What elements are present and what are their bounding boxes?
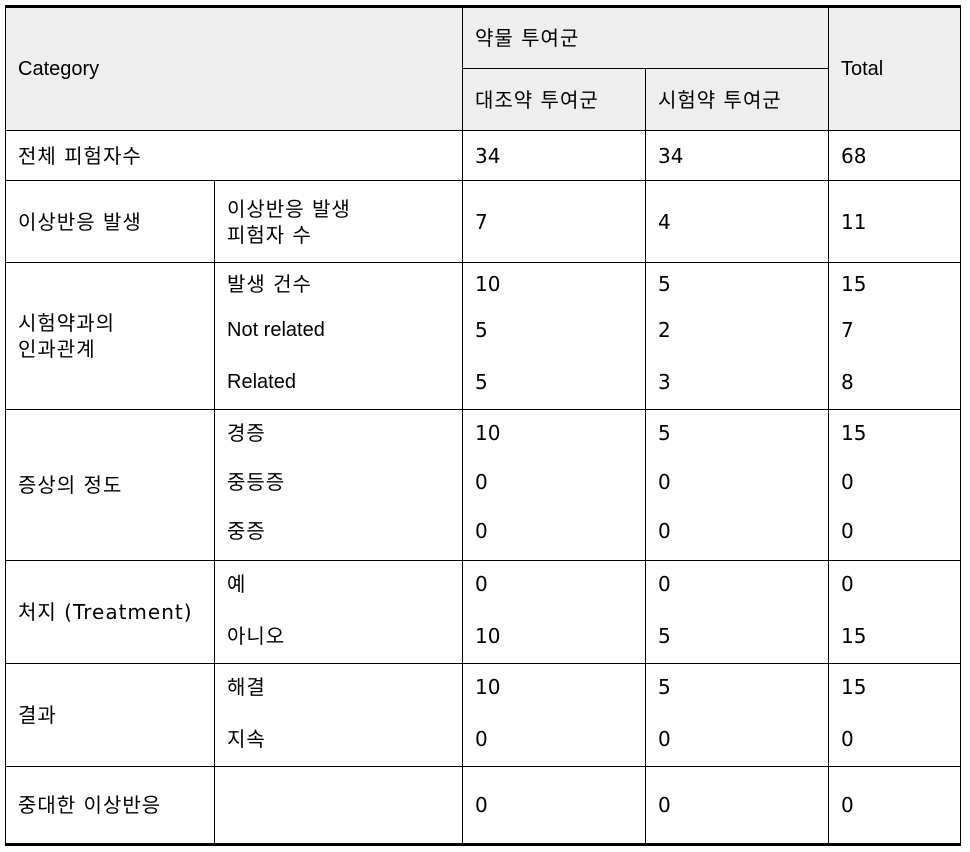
table-row: 결과 해결 지속 10 0 5 0 bbox=[5, 663, 961, 767]
sub-label: 중등증 bbox=[227, 470, 286, 494]
causality-line1: 시험약과의 bbox=[18, 311, 115, 335]
outcome-sub-labels: 해결 지속 bbox=[214, 663, 463, 767]
cell-test: 5 bbox=[658, 624, 671, 648]
table-row: 시험약과의 인과관계 발생 건수 Not related Related 10 … bbox=[5, 262, 961, 410]
cell-total: 15 bbox=[841, 421, 867, 445]
cell-control: 0 bbox=[462, 766, 646, 846]
sub-label: 경증 bbox=[227, 421, 266, 445]
cell-total: 15 bbox=[841, 624, 867, 648]
sub-label: 예 bbox=[227, 572, 247, 596]
treatment-total: 0 15 bbox=[828, 560, 961, 664]
cell-control: 0 bbox=[475, 572, 488, 596]
cell-control: 10 bbox=[475, 421, 501, 445]
table-row: 전체 피험자수 34 34 68 bbox=[5, 130, 961, 181]
adverse-event-table: Category 약물 투여군 Total 대조약 투여군 시험약 투여군 전체… bbox=[5, 5, 961, 846]
severity-control: 10 0 0 bbox=[462, 409, 646, 561]
row-label-ae-occurrence: 이상반응 발생 bbox=[5, 180, 215, 263]
sub-label-line1: 이상반응 발생 bbox=[227, 196, 351, 221]
table-row: 처지 (Treatment) 예 아니오 0 10 0 5 bbox=[5, 560, 961, 664]
cell-test: 0 bbox=[645, 766, 829, 846]
cell-control: 10 bbox=[475, 272, 501, 296]
cell-total: 0 bbox=[828, 766, 961, 846]
cell-control: 7 bbox=[462, 180, 646, 263]
cell-control: 0 bbox=[475, 727, 488, 751]
row-label-total-subjects: 전체 피험자수 bbox=[5, 130, 463, 181]
outcome-control: 10 0 bbox=[462, 663, 646, 767]
row-label-serious-ae: 중대한 이상반응 bbox=[5, 766, 215, 846]
header-test-group: 시험약 투여군 bbox=[645, 68, 829, 131]
severity-total: 15 0 0 bbox=[828, 409, 961, 561]
causality-total: 15 7 8 bbox=[828, 262, 961, 410]
cell-total: 0 bbox=[841, 727, 854, 751]
row-label-causality: 시험약과의 인과관계 bbox=[5, 262, 215, 410]
cell-test: 4 bbox=[645, 180, 829, 263]
sub-label: 아니오 bbox=[227, 624, 286, 648]
sub-label: 지속 bbox=[227, 727, 266, 751]
empty-cell bbox=[214, 766, 463, 846]
cell-total: 0 bbox=[841, 470, 854, 494]
header-category: Category bbox=[5, 5, 463, 131]
cell-test: 0 bbox=[658, 572, 671, 596]
causality-sub-labels: 발생 건수 Not related Related bbox=[214, 262, 463, 410]
sub-label: 해결 bbox=[227, 675, 266, 699]
cell-control: 5 bbox=[475, 370, 488, 394]
cell-total: 7 bbox=[841, 318, 854, 342]
row-label-severity: 증상의 정도 bbox=[5, 409, 215, 561]
sub-label: 중증 bbox=[227, 519, 266, 543]
header-control-group: 대조약 투여군 bbox=[462, 68, 646, 131]
sub-label: Related bbox=[227, 371, 296, 393]
causality-line2: 인과관계 bbox=[18, 337, 96, 361]
cell-test: 0 bbox=[658, 727, 671, 751]
cell-test: 0 bbox=[658, 519, 671, 543]
cell-test: 5 bbox=[658, 421, 671, 445]
header-drug-group: 약물 투여군 bbox=[462, 5, 829, 69]
treatment-control: 0 10 bbox=[462, 560, 646, 664]
cell-total: 15 bbox=[841, 675, 867, 699]
table-row: 이상반응 발생 이상반응 발생 피험자 수 7 4 11 bbox=[5, 180, 961, 263]
severity-test: 5 0 0 bbox=[645, 409, 829, 561]
cell-total: 68 bbox=[828, 130, 961, 181]
table-row: 증상의 정도 경증 중등증 중증 10 0 0 5 0 0 bbox=[5, 409, 961, 561]
severity-sub-labels: 경증 중등증 중증 bbox=[214, 409, 463, 561]
cell-total: 0 bbox=[841, 572, 854, 596]
cell-total: 8 bbox=[841, 370, 854, 394]
causality-control: 10 5 5 bbox=[462, 262, 646, 410]
cell-total: 15 bbox=[841, 272, 867, 296]
cell-test: 0 bbox=[658, 470, 671, 494]
cell-test: 3 bbox=[658, 370, 671, 394]
sub-label: 발생 건수 bbox=[227, 272, 312, 296]
cell-test: 5 bbox=[658, 272, 671, 296]
cell-control: 0 bbox=[475, 470, 488, 494]
cell-test: 2 bbox=[658, 318, 671, 342]
outcome-total: 15 0 bbox=[828, 663, 961, 767]
cell-control: 10 bbox=[475, 675, 501, 699]
cell-control: 0 bbox=[475, 519, 488, 543]
treatment-test: 0 5 bbox=[645, 560, 829, 664]
cell-test: 5 bbox=[658, 675, 671, 699]
row-label-outcome: 결과 bbox=[5, 663, 215, 767]
cell-total: 0 bbox=[841, 519, 854, 543]
cell-control: 34 bbox=[462, 130, 646, 181]
cell-control: 5 bbox=[475, 318, 488, 342]
causality-test: 5 2 3 bbox=[645, 262, 829, 410]
sub-label-ae-subjects: 이상반응 발생 피험자 수 bbox=[214, 180, 463, 263]
cell-total: 11 bbox=[828, 180, 961, 263]
outcome-test: 5 0 bbox=[645, 663, 829, 767]
cell-control: 10 bbox=[475, 624, 501, 648]
sub-label-line2: 피험자 수 bbox=[227, 222, 312, 247]
header-total: Total bbox=[828, 5, 961, 131]
cell-test: 34 bbox=[645, 130, 829, 181]
table-row: 중대한 이상반응 0 0 0 bbox=[5, 766, 961, 846]
row-label-treatment: 처지 (Treatment) bbox=[5, 560, 215, 664]
treatment-sub-labels: 예 아니오 bbox=[214, 560, 463, 664]
sub-label: Not related bbox=[227, 319, 325, 341]
